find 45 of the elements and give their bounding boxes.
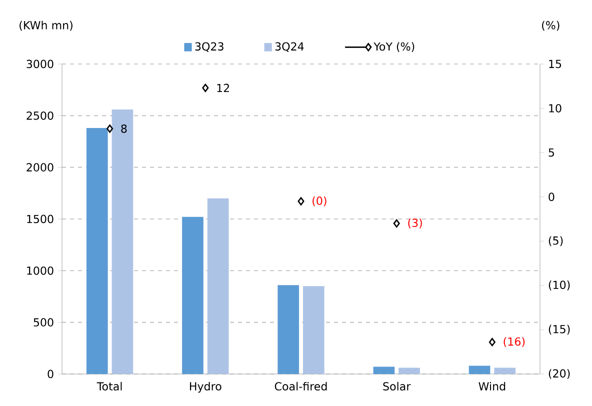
data-label: (0) (312, 196, 326, 206)
legend-label: 3Q23 (195, 42, 224, 52)
data-label: (16) (504, 337, 525, 348)
x-tick-label: Wind (478, 382, 506, 390)
data-label: 8 (121, 124, 127, 133)
point (202, 84, 209, 92)
x-tick-label: Solar (383, 382, 411, 390)
y2-tick-label: 0 (548, 192, 554, 202)
y2-tick-label: 10 (549, 104, 562, 112)
bar (278, 285, 300, 374)
bar (182, 216, 204, 374)
y-tick-label: 3000 (26, 60, 54, 68)
y2-tick-label: (15) (548, 324, 570, 335)
legend-label: YoY (%) (374, 42, 414, 52)
bar (468, 366, 490, 374)
data-label: 12 (217, 84, 230, 92)
bar (494, 368, 516, 374)
bar (303, 286, 324, 374)
y2-tick-label: 5 (548, 148, 554, 157)
y-tick-label: 1000 (27, 266, 54, 275)
data-label: (3) (408, 218, 422, 228)
x-tick-label: Hydro (190, 382, 222, 393)
x-tick-label: Total (96, 382, 122, 390)
y-tick-label: 0 (48, 370, 54, 378)
bar (86, 128, 108, 374)
x-tick-label: Coal-fired (274, 382, 327, 390)
y-tick-label: 500 (34, 318, 54, 326)
y-axis-title: (KWh mn) (20, 20, 72, 31)
y2-axis-title: (%) (542, 20, 560, 31)
y-tick-label: 2000 (26, 163, 54, 172)
y2-tick-label: (10) (548, 280, 570, 290)
legend-label: 3Q24 (275, 42, 304, 52)
y-tick-label: 2500 (26, 111, 54, 120)
point (488, 338, 496, 346)
bar (398, 368, 420, 374)
bar (112, 109, 134, 374)
bar (207, 198, 229, 374)
y2-tick-label: (5) (548, 236, 563, 246)
point (298, 197, 304, 206)
y2-tick-label: (20) (548, 369, 570, 379)
bar (373, 366, 395, 374)
y-tick-label: 1500 (27, 214, 54, 224)
point (106, 124, 114, 133)
y2-tick-label: 15 (549, 60, 562, 68)
point (393, 219, 400, 228)
